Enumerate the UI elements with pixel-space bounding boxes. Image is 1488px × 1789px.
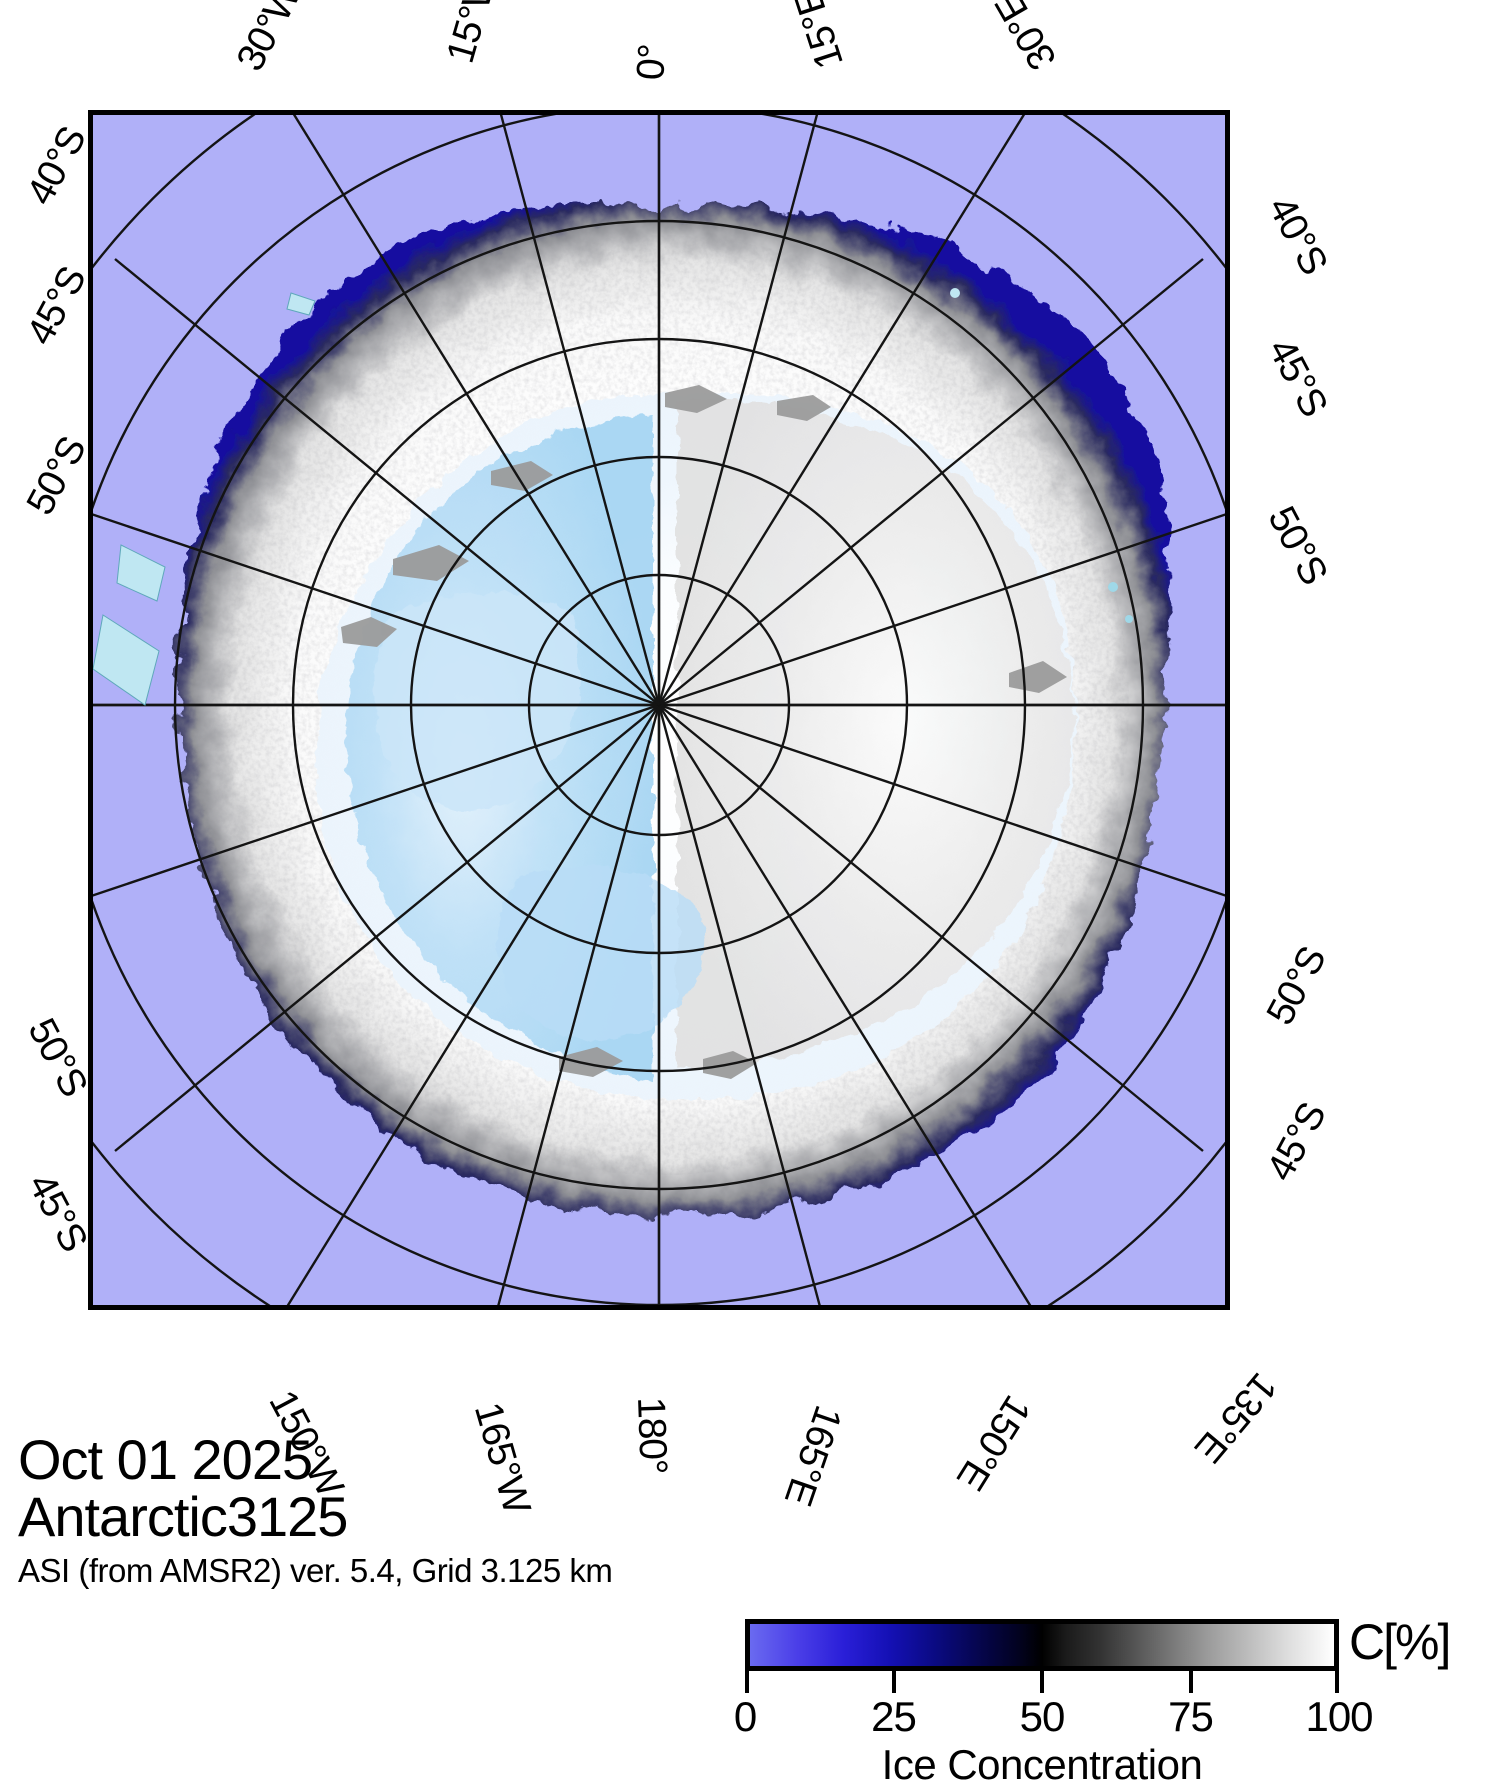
longitude-label-0deg: 0° [629, 43, 675, 82]
longitude-label-15degW: 15°W [438, 0, 506, 68]
map-date: Oct 01 2025 [18, 1428, 313, 1491]
map-frame [88, 110, 1230, 1310]
latitude-label-40degS: 40°S [18, 120, 95, 212]
latitude-label-50degS: 50°S [1259, 499, 1336, 592]
latitude-label-50degS: 50°S [18, 430, 95, 522]
colorbar-tick-25 [891, 1671, 896, 1693]
longitude-label-30degW: 30°W [228, 0, 310, 78]
graticule [93, 115, 1225, 1305]
latitude-label-50degS: 50°S [19, 1011, 96, 1104]
colorbar-tick-label-0: 0 [733, 1693, 757, 1740]
colorbar-frame [745, 1619, 1339, 1671]
colorbar-tick-50 [1040, 1671, 1044, 1693]
longitude-label-30degE: 30°E [987, 0, 1066, 77]
sea-ice-concentration-map [93, 115, 1225, 1305]
colorbar-tick-100 [1335, 1671, 1339, 1693]
latitude-label-40degS: 40°S [1259, 189, 1336, 282]
title-block: Oct 01 2025 Antarctic3125 ASI (from AMSR… [18, 1428, 613, 1590]
colorbar-caption: Ice Concentration [881, 1741, 1203, 1788]
colorbar-ticks [745, 1671, 1339, 1693]
data-source-line: ASI (from AMSR2) ver. 5.4, Grid 3.125 km [18, 1551, 613, 1589]
latitude-label-45degS: 45°S [1258, 1096, 1335, 1188]
colorbar-tick-0 [745, 1671, 749, 1693]
subantarctic-islands [93, 288, 1133, 706]
latitude-label-50degS: 50°S [1258, 940, 1335, 1032]
colorbar-tick-75 [1188, 1671, 1193, 1693]
map-region-name: Antarctic3125 [18, 1485, 348, 1548]
longitude-label-180deg: 180° [629, 1396, 675, 1475]
colorbar-tick-label-25: 25 [871, 1693, 917, 1740]
colorbar: 0 25 50 75 100 C[%] Ice Concentration [734, 1614, 1452, 1788]
colorbar-unit-label: C[%] [1349, 1614, 1451, 1670]
colorbar-tick-label-75: 75 [1168, 1693, 1214, 1740]
colorbar-tick-label-50: 50 [1019, 1693, 1066, 1740]
latitude-label-45degS: 45°S [18, 260, 95, 352]
colorbar-tick-labels: 0 25 50 75 100 [734, 1693, 1374, 1740]
longitude-label-135degE: 135°E [1186, 1364, 1285, 1471]
antarctic-continent [315, 385, 1076, 1100]
latitude-label-45degS: 45°S [19, 1166, 96, 1259]
latitude-label-45degS: 45°S [1259, 331, 1336, 424]
colorbar-tick-label-100: 100 [1305, 1693, 1373, 1740]
longitude-label-165degE: 165°E [776, 1400, 850, 1511]
longitude-label-15degE: 15°E [786, 0, 852, 74]
longitude-label-150degE: 150°E [948, 1387, 1039, 1497]
colorbar-gradient [750, 1624, 1334, 1666]
